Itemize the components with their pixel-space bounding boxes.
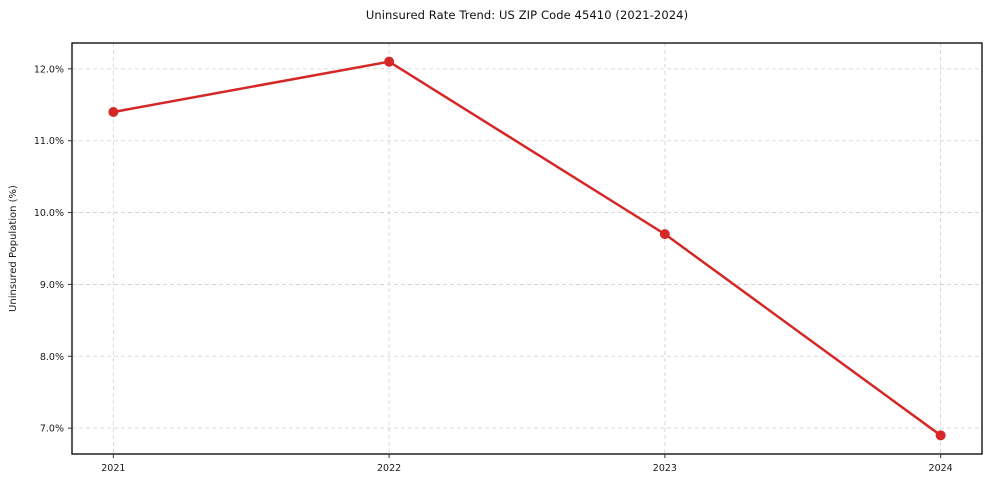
y-tick-label: 11.0% xyxy=(34,136,64,147)
x-tick-label: 2022 xyxy=(377,463,401,474)
y-axis-label: Uninsured Population (%) xyxy=(8,185,19,312)
y-tick-label: 12.0% xyxy=(34,64,64,75)
chart-title: Uninsured Rate Trend: US ZIP Code 45410 … xyxy=(365,8,689,22)
plot-border xyxy=(71,42,983,455)
data-point xyxy=(659,229,670,240)
x-tick-label: 2021 xyxy=(101,463,125,474)
x-tick-label: 2024 xyxy=(929,463,953,474)
y-tick-label: 9.0% xyxy=(40,280,64,291)
data-point xyxy=(108,106,119,117)
y-tick-label: 8.0% xyxy=(40,352,64,363)
y-tick-label: 7.0% xyxy=(40,424,64,435)
x-tick-label: 2023 xyxy=(653,463,677,474)
y-tick-label: 10.0% xyxy=(34,208,64,219)
data-point xyxy=(384,56,395,67)
data-point xyxy=(935,430,946,441)
series-line xyxy=(112,60,942,437)
